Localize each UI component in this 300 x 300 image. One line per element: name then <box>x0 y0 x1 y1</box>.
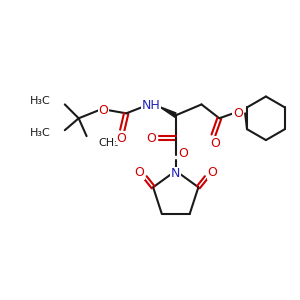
Text: O: O <box>134 166 144 179</box>
Text: O: O <box>116 132 126 145</box>
Text: O: O <box>98 104 108 117</box>
Text: CH₃: CH₃ <box>98 138 119 148</box>
Polygon shape <box>159 106 176 118</box>
Text: O: O <box>179 148 189 160</box>
Text: H₃C: H₃C <box>30 128 51 138</box>
Text: NH: NH <box>142 99 160 112</box>
Text: O: O <box>146 132 156 145</box>
Text: H₃C: H₃C <box>30 97 51 106</box>
Text: O: O <box>211 136 220 150</box>
Text: N: N <box>171 167 180 180</box>
Text: O: O <box>233 107 243 120</box>
Text: O: O <box>207 166 217 179</box>
